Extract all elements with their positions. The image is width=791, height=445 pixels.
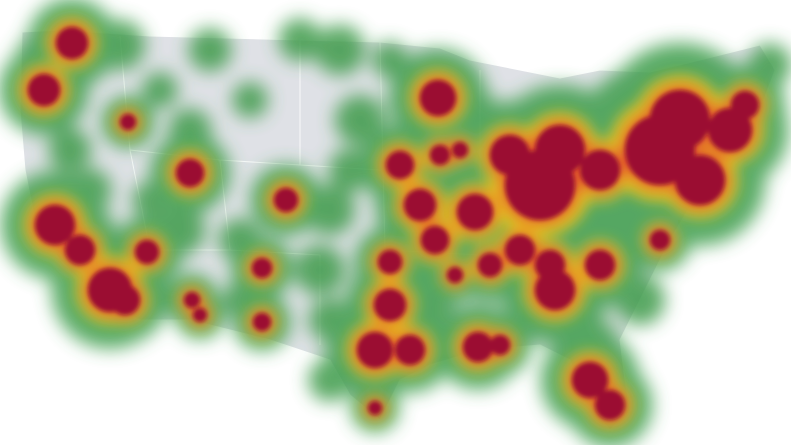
heat-blob (334, 94, 386, 146)
heat-blob (463, 332, 493, 362)
heat-blob (142, 72, 178, 108)
heat-blob (595, 390, 625, 420)
heat-blob (447, 267, 463, 283)
heat-blob (478, 253, 502, 277)
heat-blob (274, 188, 298, 212)
heat-high (28, 27, 759, 420)
heat-blob (452, 142, 468, 158)
heat-blob (386, 151, 414, 179)
heat-blob (294, 244, 346, 296)
heat-blob (374, 289, 406, 321)
heat-blob (378, 250, 402, 274)
heat-blob (421, 226, 449, 254)
heat-blob (110, 285, 140, 315)
heat-blob (135, 240, 159, 264)
heat-blob (535, 270, 575, 310)
heat-blob (120, 114, 136, 130)
heat-blob (188, 28, 232, 72)
heat-blob (368, 401, 382, 415)
heat-blob (176, 159, 204, 187)
heat-blob (675, 155, 725, 205)
heat-blob (585, 250, 615, 280)
heat-blob (48, 128, 92, 172)
heat-blob (28, 74, 60, 106)
heat-blob (457, 194, 493, 230)
heat-blob (253, 313, 271, 331)
heat-blob (56, 27, 88, 59)
heat-blob (490, 335, 510, 355)
heat-blob (65, 235, 95, 265)
heat-blob (193, 308, 207, 322)
heat-blob (650, 90, 710, 150)
heat-blob (650, 230, 670, 250)
heat-blob (505, 235, 535, 265)
heat-blob (395, 335, 425, 365)
heat-blob (580, 150, 620, 190)
heat-blob (232, 82, 268, 118)
heat-blob (357, 332, 393, 368)
heat-blob (430, 145, 450, 165)
heat-blob (572, 362, 608, 398)
heat-blob (184, 292, 200, 308)
heat-blob (731, 91, 759, 119)
heat-blob (708, 108, 752, 152)
heat-blob (420, 80, 456, 116)
heat-blob (404, 189, 436, 221)
heat-blob (314, 24, 366, 76)
heat-blob (278, 18, 322, 62)
heat-blob (35, 205, 75, 245)
heat-blob (535, 125, 585, 175)
heat-blob (252, 258, 272, 278)
